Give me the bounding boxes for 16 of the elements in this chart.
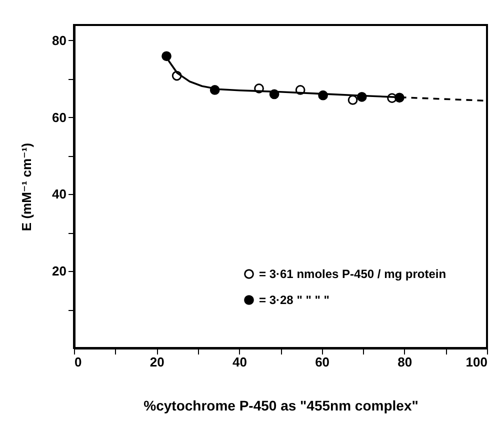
legend-label: = 3·28 " " " " [259, 293, 330, 307]
y-tick-label: 60 [52, 110, 66, 125]
point [348, 95, 358, 105]
y-tick-label: 20 [52, 264, 66, 279]
x-tick-label: 20 [150, 354, 164, 370]
y-axis-title: E (mM⁻¹ cm⁻¹) [19, 142, 34, 232]
x-tick-label: 100 [466, 354, 488, 370]
x-tick-label: 60 [315, 354, 330, 370]
y-tick-label: 80 [52, 32, 66, 48]
x-tick-label: 80 [398, 354, 412, 370]
x-tick-label: 0 [74, 354, 82, 370]
point [162, 51, 172, 62]
x-tick-label: 40 [232, 354, 247, 370]
y-tick-label: 40 [52, 186, 66, 202]
legend-label: = 3·61 nmoles P-450 / mg protein [259, 267, 446, 281]
x-axis-title: %cytochrome P-450 as "455nm complex" [144, 398, 418, 414]
